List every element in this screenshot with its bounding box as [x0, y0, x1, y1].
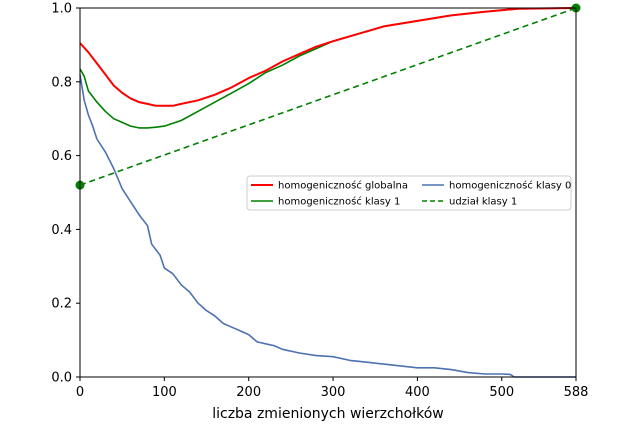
- x-tick-label: 500: [489, 385, 514, 400]
- series-line-0: [79, 7, 577, 107]
- plot-lines: [79, 7, 577, 378]
- y-tick-label: 0.2: [51, 297, 72, 312]
- x-tick-label: 100: [152, 385, 177, 400]
- x-tick-label: 0: [76, 385, 84, 400]
- legend-label: homogeniczność globalna: [278, 180, 408, 192]
- y-tick-label: 1.0: [51, 2, 72, 17]
- plot-frame: [79, 7, 577, 378]
- series-line-2: [79, 74, 576, 378]
- x-tick-label: 300: [321, 385, 346, 400]
- series-line-1: [79, 7, 577, 129]
- series-line-3: [79, 7, 577, 186]
- x-axis-label: liczba zmienionych wierzchołków: [212, 406, 444, 422]
- x-tick-label: 588: [564, 385, 589, 400]
- x-tick-label: 400: [405, 385, 430, 400]
- x-axis-ticks: 0 100 200 300 400 500 588: [76, 377, 589, 400]
- legend-label: udział klasy 1: [449, 197, 517, 208]
- y-tick-label: 0.8: [51, 75, 72, 90]
- legend-box: [246, 175, 572, 211]
- legend-label: homogeniczność klasy 1: [278, 196, 400, 208]
- y-tick-label: 0.0: [51, 371, 72, 386]
- legend-label: homogeniczność klasy 0: [449, 180, 571, 192]
- legend: homogeniczność globalna homogeniczność kl…: [246, 175, 572, 211]
- y-tick-label: 0.6: [51, 149, 72, 164]
- x-tick-label: 200: [236, 385, 261, 400]
- y-tick-label: 0.4: [51, 223, 72, 238]
- y-axis-ticks: 0.0 0.2 0.4 0.6 0.8 1.0: [51, 2, 80, 386]
